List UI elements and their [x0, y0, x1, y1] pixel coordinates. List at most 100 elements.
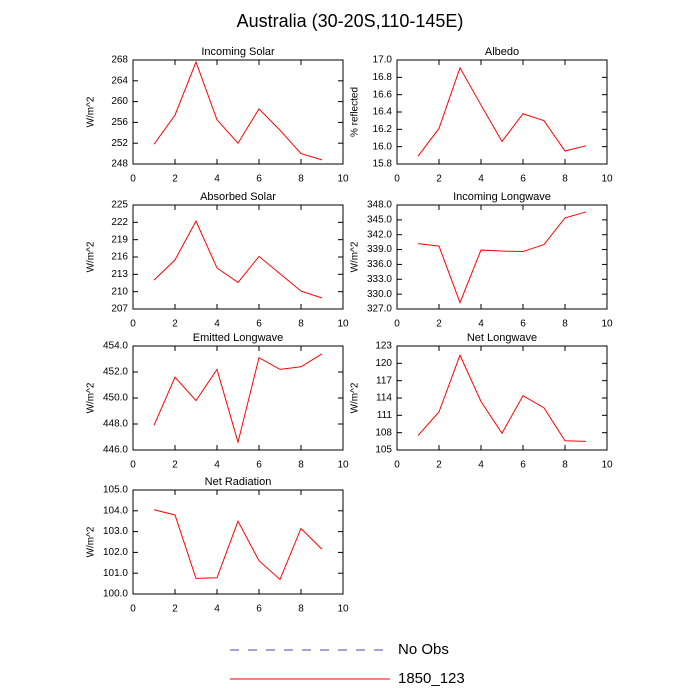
- y-tick-label: 17.0: [373, 55, 393, 66]
- y-tick-label: 123: [375, 341, 392, 352]
- y-axis-label: W/m^2: [350, 382, 361, 413]
- data-line: [417, 353, 587, 442]
- x-tick-label: 0: [130, 604, 136, 615]
- x-tick-label: 2: [172, 604, 178, 615]
- legend-label: No Obs: [398, 641, 449, 658]
- x-tick-label: 4: [214, 174, 220, 185]
- y-tick-label: 207: [111, 304, 128, 315]
- x-tick-label: 8: [562, 460, 568, 471]
- x-tick-label: 2: [436, 174, 442, 185]
- y-tick-label: 16.4: [373, 107, 393, 118]
- panel-title: Net Longwave: [467, 332, 537, 344]
- y-tick-label: 16.8: [373, 72, 393, 83]
- y-tick-label: 210: [111, 286, 128, 297]
- y-tick-label: 117: [376, 375, 392, 386]
- y-tick-label: 336.0: [367, 259, 392, 270]
- panel-title: Incoming Solar: [201, 46, 275, 58]
- y-axis-label: W/m^2: [86, 241, 97, 272]
- y-tick-label: 248: [111, 159, 128, 170]
- y-tick-label: 268: [111, 55, 128, 66]
- y-tick-label: 333.0: [367, 274, 392, 285]
- x-tick-label: 2: [172, 319, 178, 330]
- y-tick-label: 101.0: [103, 568, 128, 579]
- x-tick-label: 0: [394, 460, 400, 471]
- data-line: [153, 60, 323, 161]
- y-tick-label: 339.0: [367, 244, 392, 255]
- y-tick-label: 446.0: [103, 445, 128, 456]
- x-tick-label: 6: [520, 174, 526, 185]
- y-tick-label: 213: [111, 269, 128, 280]
- y-tick-label: 105.0: [103, 485, 128, 496]
- x-tick-label: 8: [562, 174, 568, 185]
- plot-frame: [132, 204, 344, 310]
- y-tick-label: 345.0: [367, 214, 392, 225]
- x-tick-label: 8: [298, 174, 304, 185]
- x-tick-label: 8: [298, 604, 304, 615]
- x-tick-label: 2: [172, 174, 178, 185]
- x-tick-label: 0: [130, 460, 136, 471]
- data-line: [153, 509, 323, 581]
- x-tick-label: 10: [337, 604, 349, 615]
- x-tick-label: 4: [478, 460, 484, 471]
- y-tick-label: 104.0: [103, 505, 128, 516]
- x-tick-label: 10: [337, 319, 349, 330]
- x-tick-label: 6: [256, 174, 262, 185]
- x-tick-label: 10: [601, 319, 613, 330]
- panel-title: Absorbed Solar: [200, 191, 276, 203]
- x-tick-label: 6: [520, 460, 526, 471]
- x-tick-label: 10: [601, 174, 613, 185]
- plot-frame: [132, 59, 344, 165]
- x-tick-label: 10: [601, 460, 613, 471]
- y-tick-label: 448.0: [103, 419, 128, 430]
- y-axis-label: W/m^2: [86, 96, 97, 127]
- y-tick-label: 103.0: [103, 526, 128, 537]
- y-tick-label: 256: [111, 117, 128, 128]
- x-tick-label: 4: [214, 460, 220, 471]
- chart-title: Australia (30-20S,110-145E): [237, 11, 464, 31]
- x-tick-label: 4: [478, 174, 484, 185]
- x-tick-label: 2: [436, 460, 442, 471]
- y-tick-label: 120: [375, 358, 392, 369]
- y-tick-label: 216: [111, 252, 128, 263]
- x-tick-label: 8: [562, 319, 568, 330]
- y-tick-label: 260: [111, 96, 128, 107]
- y-tick-label: 108: [375, 427, 392, 438]
- y-tick-label: 15.8: [373, 159, 393, 170]
- x-tick-label: 6: [256, 460, 262, 471]
- x-tick-label: 10: [337, 174, 349, 185]
- x-tick-label: 6: [256, 604, 262, 615]
- y-tick-label: 114: [376, 393, 392, 404]
- y-axis-label: W/m^2: [350, 241, 361, 272]
- data-line: [417, 66, 587, 157]
- plot-frame: [132, 489, 344, 595]
- plot-frame: [396, 59, 608, 165]
- plot-frame: [396, 204, 608, 310]
- plot-frame: [132, 345, 344, 451]
- y-tick-label: 222: [111, 217, 128, 228]
- x-tick-label: 2: [172, 460, 178, 471]
- x-tick-label: 6: [520, 319, 526, 330]
- y-tick-label: 105: [375, 445, 392, 456]
- data-line: [153, 353, 323, 445]
- x-tick-label: 0: [394, 174, 400, 185]
- panel-title: Incoming Longwave: [453, 191, 551, 203]
- x-tick-label: 10: [337, 460, 349, 471]
- x-tick-label: 4: [214, 319, 220, 330]
- y-tick-label: 342.0: [367, 229, 392, 240]
- y-tick-label: 100.0: [103, 589, 128, 600]
- x-tick-label: 8: [298, 319, 304, 330]
- y-tick-label: 16.6: [373, 89, 393, 100]
- plot-frame: [396, 345, 608, 451]
- y-tick-label: 454.0: [103, 341, 128, 352]
- x-tick-label: 0: [130, 319, 136, 330]
- y-axis-label: W/m^2: [86, 526, 97, 557]
- y-axis-label: W/m^2: [86, 382, 97, 413]
- y-tick-label: 111: [377, 410, 393, 421]
- y-tick-label: 450.0: [103, 393, 128, 404]
- legend-label: 1850_123: [398, 670, 465, 687]
- x-tick-label: 2: [436, 319, 442, 330]
- data-line: [153, 220, 323, 299]
- y-tick-label: 16.0: [373, 141, 393, 152]
- y-tick-label: 452.0: [103, 367, 128, 378]
- x-tick-label: 8: [298, 460, 304, 471]
